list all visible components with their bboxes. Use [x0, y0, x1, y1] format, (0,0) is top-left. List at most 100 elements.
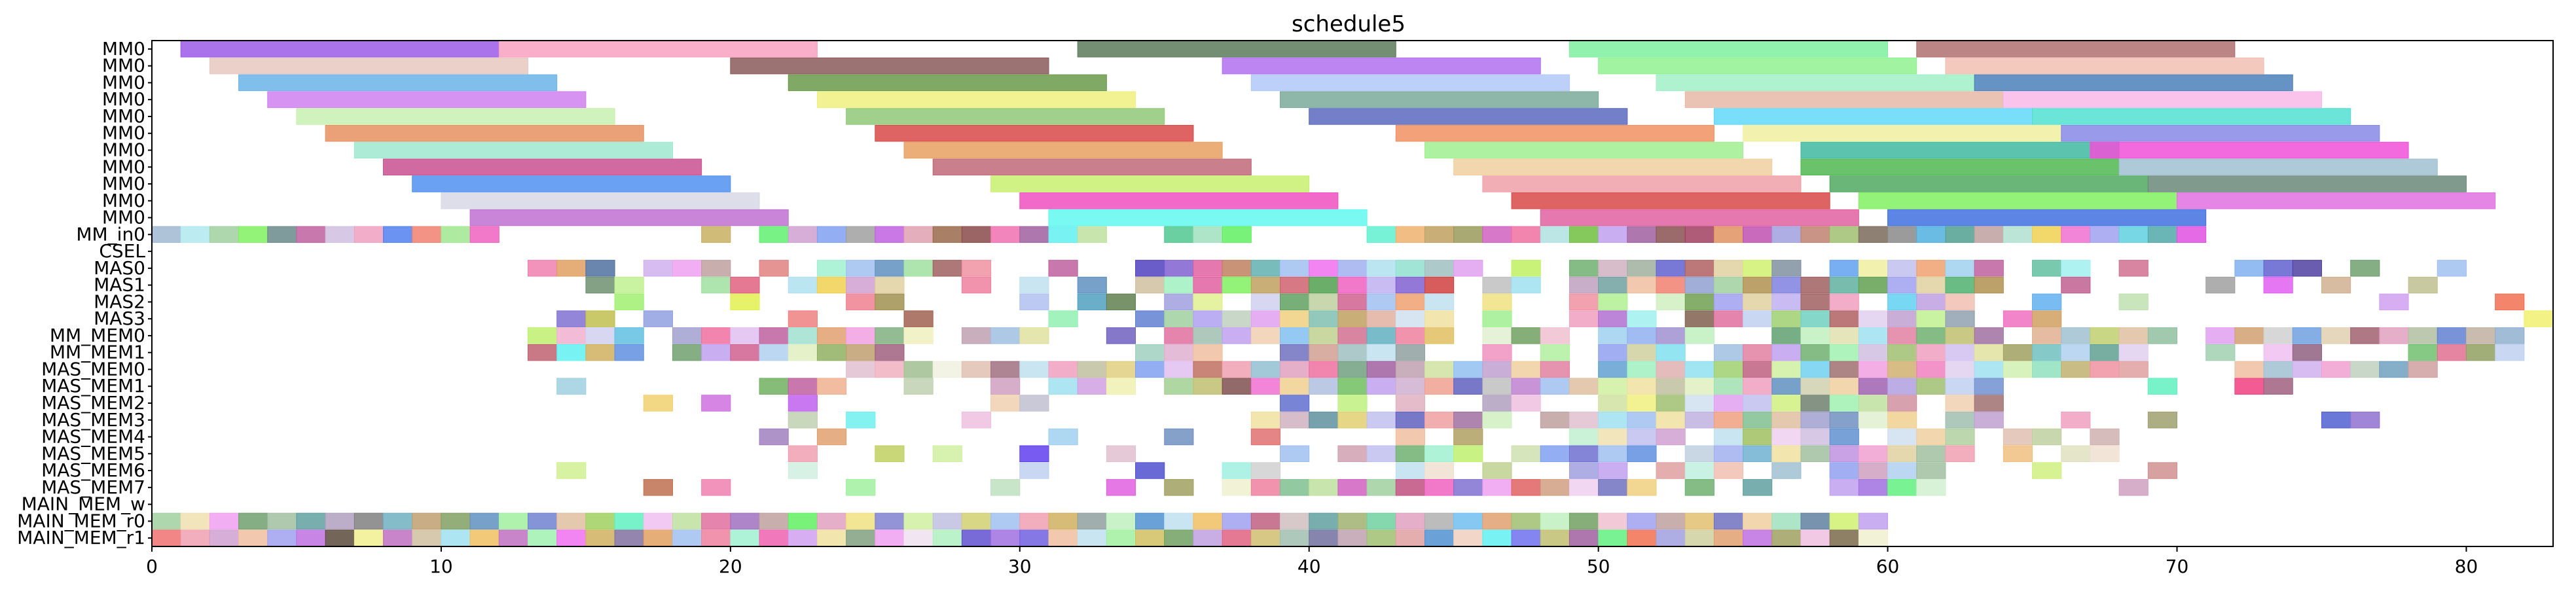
schedule-bar — [1250, 512, 1281, 530]
schedule-bar — [730, 57, 1049, 75]
schedule-bar — [1713, 529, 1744, 546]
schedule-bar — [1743, 310, 1773, 327]
schedule-bar — [2090, 141, 2409, 159]
schedule-bar — [1858, 361, 1889, 378]
schedule-bar — [1974, 412, 2004, 429]
schedule-bar — [1482, 395, 1512, 412]
schedule-bar — [1569, 293, 1599, 311]
schedule-bar — [1743, 512, 1773, 530]
schedule-bar — [1250, 479, 1281, 496]
schedule-bar — [816, 260, 847, 277]
schedule-bar — [788, 74, 1107, 92]
schedule-bar — [1135, 512, 1165, 530]
schedule-bar — [2176, 192, 2496, 209]
schedule-bar — [1974, 361, 2004, 378]
schedule-bar — [2147, 462, 2177, 479]
row-label: MM_MEM1 — [50, 342, 145, 363]
schedule-bar — [2350, 327, 2380, 344]
schedule-bar — [961, 512, 992, 530]
schedule-bar — [1598, 529, 1628, 546]
schedule-bar — [1019, 327, 1049, 344]
schedule-bar — [1713, 428, 1744, 446]
schedule-bar — [1366, 260, 1396, 277]
schedule-bar — [1743, 124, 2062, 142]
schedule-bar — [1656, 276, 1686, 294]
schedule-bar — [1771, 310, 1802, 327]
schedule-bar — [672, 529, 702, 546]
schedule-bar — [2495, 344, 2525, 361]
schedule-bar — [1800, 529, 1830, 546]
schedule-bar — [2090, 361, 2120, 378]
schedule-bar — [1569, 462, 1599, 479]
schedule-bar — [2118, 158, 2438, 175]
schedule-bar — [759, 512, 789, 530]
schedule-bar — [1627, 361, 1657, 378]
schedule-bar — [1627, 428, 1657, 446]
schedule-bar — [1887, 412, 1917, 429]
schedule-bar — [209, 529, 240, 546]
x-tick-label: 40 — [1297, 556, 1321, 577]
schedule-bar — [180, 529, 210, 546]
schedule-bar — [1164, 529, 1194, 546]
schedule-bar — [1106, 445, 1136, 463]
schedule-bar — [556, 462, 587, 479]
schedule-bar — [1743, 260, 1773, 277]
schedule-bar — [1800, 327, 1830, 344]
schedule-bar — [1598, 293, 1628, 311]
schedule-bar — [1337, 395, 1368, 412]
schedule-bar — [1684, 361, 1714, 378]
schedule-bar — [2061, 412, 2091, 429]
schedule-bar — [961, 412, 992, 429]
schedule-bar — [1598, 378, 1628, 395]
schedule-bar — [2292, 344, 2322, 361]
schedule-bar — [990, 529, 1021, 546]
schedule-bar — [1077, 226, 1107, 243]
schedule-bar — [1800, 361, 1830, 378]
schedule-bar — [1743, 395, 1773, 412]
schedule-bar — [441, 512, 471, 530]
schedule-bar — [1482, 412, 1512, 429]
schedule-bar — [1280, 260, 1310, 277]
schedule-bar — [1887, 209, 2207, 226]
schedule-bar — [701, 276, 731, 294]
schedule-bar — [1106, 361, 1136, 378]
schedule-bar — [1250, 74, 1570, 92]
schedule-bar — [875, 361, 905, 378]
schedule-bar — [1569, 260, 1599, 277]
schedule-bar — [1395, 479, 1425, 496]
row-label: MAIN_MEM_r1 — [17, 527, 145, 548]
schedule-bar — [1135, 529, 1165, 546]
schedule-bar — [1656, 378, 1686, 395]
schedule-bar — [2205, 276, 2236, 294]
schedule-bar — [1771, 276, 1802, 294]
schedule-bar — [1511, 378, 1541, 395]
schedule-bar — [1164, 361, 1194, 378]
x-tick-label: 60 — [1876, 556, 1900, 577]
schedule-bar — [1569, 445, 1599, 463]
schedule-bar — [1193, 260, 1223, 277]
schedule-bar — [238, 226, 268, 243]
schedule-bar — [1309, 327, 1339, 344]
schedule-bar — [701, 260, 731, 277]
schedule-bar — [1309, 361, 1339, 378]
schedule-bar — [1395, 529, 1425, 546]
schedule-bar — [2118, 293, 2149, 311]
schedule-bar — [2061, 445, 2091, 463]
schedule-bar — [1598, 327, 1628, 344]
schedule-bar — [1771, 327, 1802, 344]
schedule-bar — [1309, 293, 1339, 311]
row-label: CSEL — [99, 240, 145, 262]
schedule-bar — [1945, 310, 1975, 327]
schedule-bar — [1309, 260, 1339, 277]
schedule-bar — [1974, 344, 2004, 361]
schedule-bar — [1887, 344, 1917, 361]
schedule-bar — [1453, 378, 1483, 395]
schedule-bar — [1945, 445, 1975, 463]
schedule-bar — [1106, 293, 1136, 311]
schedule-bar — [1309, 344, 1339, 361]
schedule-bar — [1598, 57, 1917, 75]
schedule-bar — [1222, 57, 1541, 75]
schedule-bar — [1713, 226, 1744, 243]
schedule-bar — [701, 479, 731, 496]
schedule-bar — [1193, 512, 1223, 530]
